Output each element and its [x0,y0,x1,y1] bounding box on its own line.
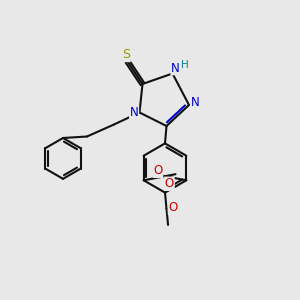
Text: O: O [165,177,174,190]
Text: N: N [171,61,180,75]
Text: H: H [181,60,189,70]
Text: O: O [153,164,163,177]
Text: S: S [122,48,130,62]
Text: N: N [190,96,200,109]
Text: O: O [168,201,178,214]
Text: N: N [130,106,139,119]
